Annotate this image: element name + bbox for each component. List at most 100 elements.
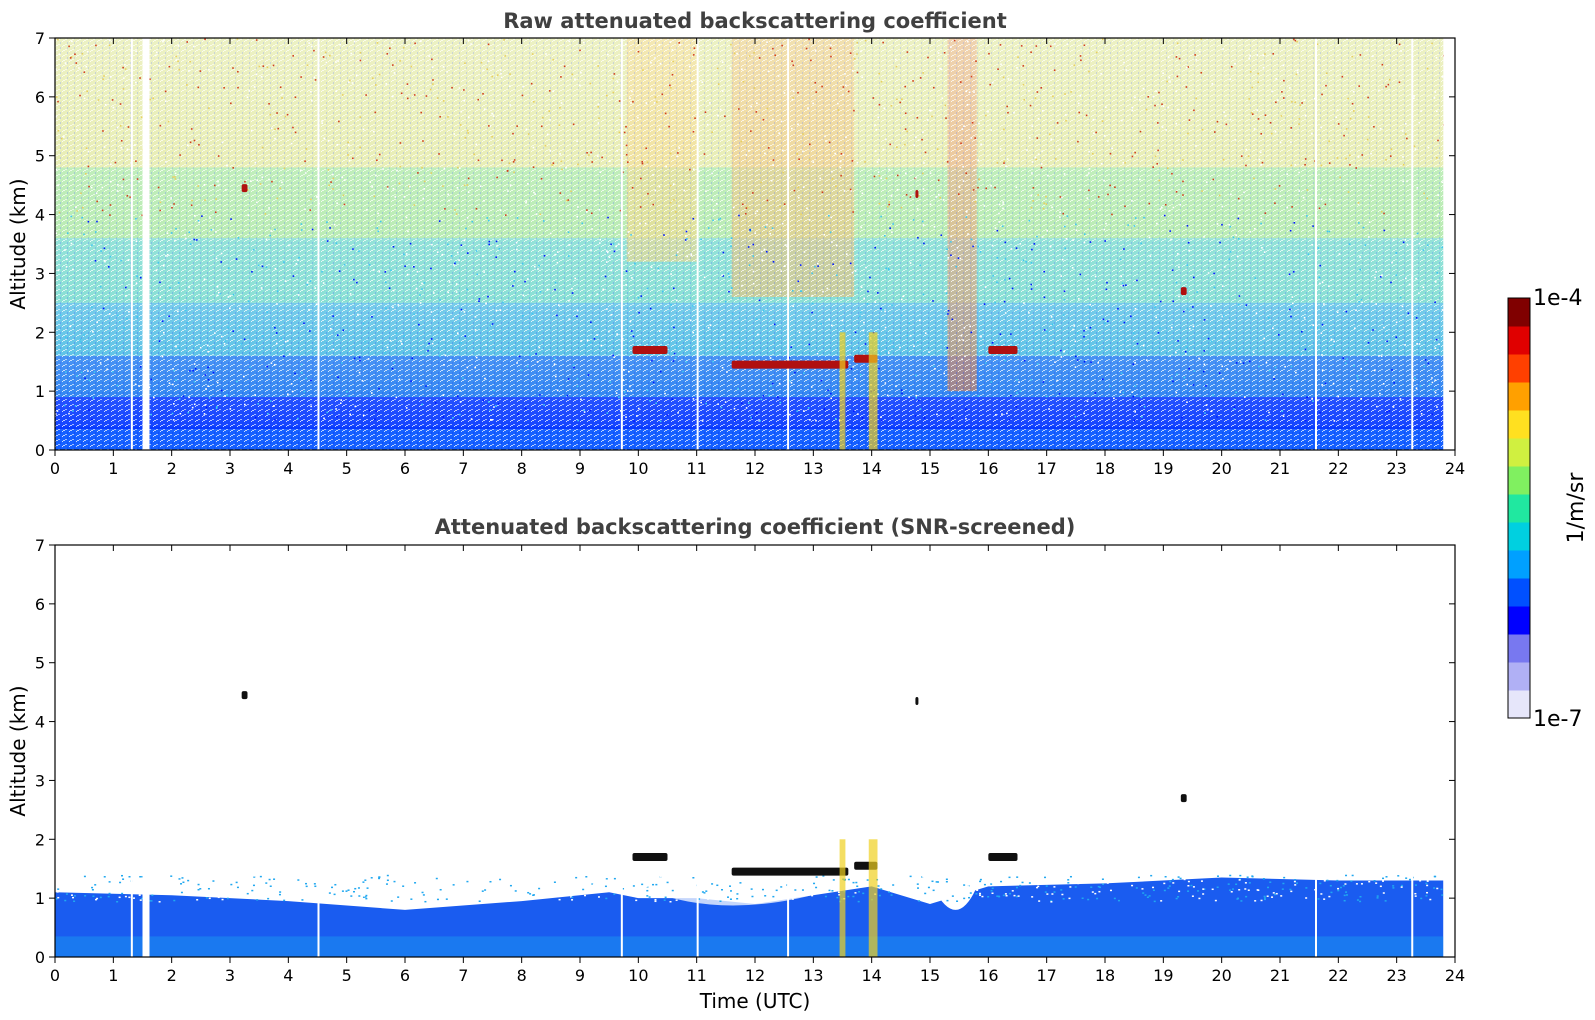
speckle	[126, 195, 129, 197]
speckle	[1186, 308, 1189, 311]
speckle	[1273, 893, 1276, 896]
speckle	[464, 335, 467, 337]
speckle	[1187, 884, 1190, 887]
speckle	[158, 340, 161, 342]
speckle	[1192, 384, 1195, 386]
speckle	[919, 264, 922, 267]
speckle	[532, 877, 535, 879]
speckle	[1214, 131, 1216, 133]
speckle	[344, 179, 346, 181]
speckle	[128, 876, 131, 878]
speckle	[656, 101, 658, 103]
speckle	[301, 899, 304, 901]
speckle	[606, 94, 608, 97]
speckle	[701, 420, 704, 422]
speckle	[364, 896, 367, 898]
speckle	[1122, 391, 1125, 394]
y-tick-label: 6	[35, 88, 45, 107]
speckle	[585, 876, 588, 878]
speckle	[1098, 890, 1101, 893]
speckle	[102, 78, 104, 81]
speckle	[1074, 886, 1077, 888]
speckle	[1060, 356, 1063, 358]
speckle	[580, 71, 582, 74]
speckle	[797, 196, 800, 199]
speckle	[964, 888, 967, 891]
speckle	[996, 895, 999, 897]
speckle	[768, 394, 770, 397]
speckle	[421, 891, 424, 894]
speckle	[1200, 71, 1203, 74]
speckle	[874, 246, 876, 249]
speckle	[1098, 876, 1101, 879]
speckle	[370, 894, 373, 897]
speckle	[174, 172, 177, 175]
speckle	[953, 39, 956, 42]
speckle	[444, 208, 446, 210]
speckle	[1280, 895, 1283, 897]
speckle	[1029, 104, 1032, 107]
speckle	[350, 895, 353, 897]
speckle	[1229, 118, 1232, 121]
speckle	[1089, 306, 1091, 309]
speckle	[779, 209, 782, 211]
speckle	[994, 301, 996, 304]
speckle	[1031, 248, 1033, 251]
speckle	[883, 107, 886, 110]
speckle	[1016, 392, 1018, 394]
speckle	[613, 356, 615, 358]
speckle	[1053, 886, 1056, 888]
speckle	[398, 378, 401, 381]
speckle	[268, 878, 271, 881]
speckle	[249, 366, 252, 368]
speckle	[236, 886, 239, 889]
speckle	[963, 887, 966, 890]
speckle	[330, 409, 332, 411]
speckle	[1008, 277, 1011, 280]
speckle	[119, 884, 122, 886]
speckle	[647, 192, 649, 195]
speckle	[94, 898, 97, 901]
speckle	[899, 346, 901, 349]
speckle	[990, 129, 992, 131]
speckle	[1162, 72, 1164, 75]
speckle	[572, 123, 575, 126]
speckle	[922, 875, 925, 878]
speckle	[1206, 408, 1209, 411]
speckle	[649, 307, 652, 310]
speckle	[235, 881, 238, 884]
speckle	[1060, 349, 1062, 352]
x-tick-label: 5	[342, 966, 352, 985]
speckle	[1413, 235, 1415, 237]
speckle	[482, 93, 484, 95]
speckle	[1086, 326, 1088, 329]
speckle	[880, 888, 883, 890]
speckle	[175, 345, 177, 348]
speckle	[261, 265, 264, 268]
speckle	[1427, 362, 1430, 365]
speckle	[109, 39, 111, 41]
speckle	[1152, 95, 1155, 98]
speckle	[1191, 895, 1194, 897]
speckle	[413, 266, 415, 268]
speckle	[165, 255, 167, 257]
speckle	[849, 262, 852, 265]
speckle	[1041, 235, 1044, 238]
speckle	[1188, 119, 1191, 121]
speckle	[463, 100, 466, 102]
speckle	[552, 90, 554, 93]
speckle	[1248, 360, 1251, 363]
speckle	[516, 362, 518, 364]
speckle	[1345, 310, 1348, 313]
speckle	[669, 201, 672, 204]
speckle	[631, 277, 633, 279]
speckle	[150, 413, 152, 416]
speckle	[780, 880, 783, 882]
speckle	[501, 159, 503, 162]
speckle	[553, 363, 556, 365]
speckle	[273, 405, 275, 407]
speckle	[220, 252, 223, 255]
speckle	[444, 354, 447, 357]
speckle	[400, 340, 402, 343]
speckle	[421, 166, 423, 169]
